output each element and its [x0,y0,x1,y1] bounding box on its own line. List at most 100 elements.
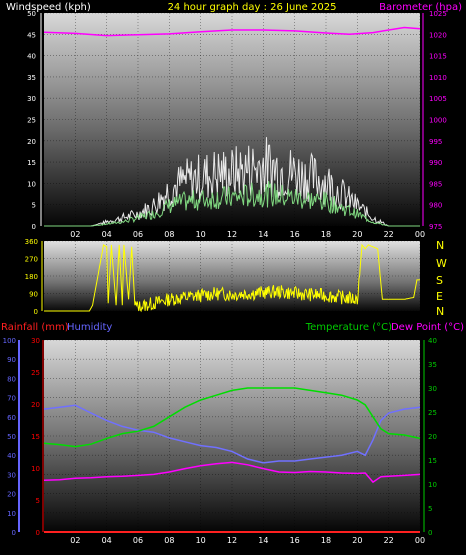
temp-x-tick-label: 10 [196,536,206,545]
wind-x-tick-label: 08 [164,230,174,239]
wind-y-tick-label: 35 [27,74,36,82]
temp-x-tick-label: 20 [352,536,362,545]
direction-y-tick-label: 180 [25,273,38,281]
direction-label-w: W [436,257,447,270]
wind-x-tick-label: 22 [384,230,394,239]
rainfall-y-tick-label: 0 [36,529,40,537]
wind-y-tick-label: 45 [27,31,36,39]
temperature-y-tick-label: 40 [428,337,437,345]
rainfall-y-tick-label: 10 [31,465,40,473]
direction-panel-background [44,241,420,311]
barometer-y-tick-label: 975 [429,223,442,231]
wind-x-tick-label: 18 [321,230,331,239]
temperature-y-tick-label: 15 [428,457,437,465]
direction-label-n-top: N [436,239,444,252]
direction-label-s: S [436,274,443,287]
chart-title: 24 hour graph day : 26 June 2025 [168,2,337,13]
barometer-y-tick-label: 1005 [429,95,447,103]
temp-x-tick-label: 16 [290,536,300,545]
temp-panel-grid [44,339,421,533]
temp-x-tick-label: 00 [415,536,425,545]
humidity-y-tick-label: 60 [7,414,16,422]
temperature-line [43,387,421,448]
wind-y-tick-label: 30 [27,95,36,103]
rainfall-y-tick-label: 5 [36,497,40,505]
barometer-y-tick-label: 985 [429,180,442,188]
rainfall-y-tick-label: 25 [31,369,40,377]
wind-y-tick-label: 20 [27,138,36,146]
dewpoint-line [43,461,421,484]
barometer-y-tick-label: 990 [429,159,442,167]
barometer-y-tick-label: 1000 [429,117,447,125]
barometer-y-tick-label: 1010 [429,74,447,82]
barometer-label: Barometer (hpa) [379,2,462,13]
barometer-y-tick-label: 1015 [429,53,447,61]
temp-x-tick-label: 14 [258,536,268,545]
temp-panel-series [43,387,421,533]
temp-x-tick-label: 04 [102,536,112,545]
temperature-y-tick-label: 25 [428,409,437,417]
temperature-y-tick-label: 10 [428,481,437,489]
humidity-y-tick-label: 40 [7,452,16,460]
wind-y-tick-label: 40 [27,53,36,61]
direction-panel-axes: 0 90 180 270 360 [25,238,43,316]
wind-x-tick-label: 02 [70,230,80,239]
temp-x-tick-label: 18 [321,536,331,545]
direction-panel-series [44,243,420,313]
temp-x-tick-label: 22 [384,536,394,545]
wind-y-tick-label: 5 [32,202,36,210]
humidity-y-tick-label: 50 [7,433,16,441]
barometer-y-tick-label: 995 [429,138,442,146]
wind-x-tick-label: 04 [102,230,112,239]
humidity-y-tick-label: 70 [7,395,16,403]
wind-x-tick-label: 16 [290,230,300,239]
wind-x-tick-label: 06 [133,230,143,239]
temperature-y-tick-label: 5 [428,505,432,513]
wind-panel-series [43,26,421,227]
wind-y-tick-label: 50 [27,10,36,18]
temp-x-tick-label: 08 [164,536,174,545]
rainfall-y-tick-label: 30 [31,337,40,345]
direction-y-tick-label: 0 [34,308,38,316]
temperature-label: Temperature (°C) [305,322,392,333]
rainfall-y-tick-label: 15 [31,433,40,441]
temperature-y-tick-label: 30 [428,385,437,393]
humidity-y-tick-label: 90 [7,356,16,364]
temp-x-tick-label: 02 [70,536,80,545]
temperature-y-tick-label: 20 [428,433,437,441]
rainfall-y-tick-label: 20 [31,401,40,409]
direction-y-tick-label: 270 [25,256,38,264]
wind-y-tick-label: 15 [27,159,36,167]
rainfall-label: Rainfall (mm) [1,322,69,333]
direction-label-e: E [436,290,443,303]
humidity-y-tick-label: 100 [3,337,16,345]
humidity-y-tick-label: 0 [12,529,16,537]
temp-x-tick-label: 06 [133,536,143,545]
wind-x-tick-label: 20 [352,230,362,239]
wind-average-line [44,181,420,227]
barometer-y-tick-label: 1025 [429,10,447,18]
wind-y-tick-label: 0 [32,223,36,231]
direction-y-tick-label: 90 [29,291,38,299]
direction-label-n-bottom: N [436,305,444,318]
humidity-line [43,404,421,464]
humidity-label: Humidity [67,322,112,333]
windspeed-label: Windspeed (kph) [6,2,91,13]
wind-x-tick-label: 10 [196,230,206,239]
dewpoint-label: Dew Point (°C) [391,322,464,333]
barometer-y-tick-label: 1020 [429,31,447,39]
temperature-y-tick-label: 0 [428,529,432,537]
barometer-y-tick-label: 980 [429,202,442,210]
wind-gust-line [44,137,420,227]
wind-direction-line [44,243,420,313]
wind-panel-axes: 0510152025303540455097598098599099510001… [27,10,447,239]
humidity-y-tick-label: 20 [7,491,16,499]
humidity-y-tick-label: 30 [7,471,16,479]
wind-x-tick-label: 14 [258,230,268,239]
temp-panel-axes: 0102030405060708090100051015202530051015… [3,337,437,545]
temperature-y-tick-label: 35 [428,361,437,369]
direction-y-tick-label: 360 [25,238,38,246]
barometer-line [43,26,421,37]
wind-x-tick-label: 12 [227,230,237,239]
